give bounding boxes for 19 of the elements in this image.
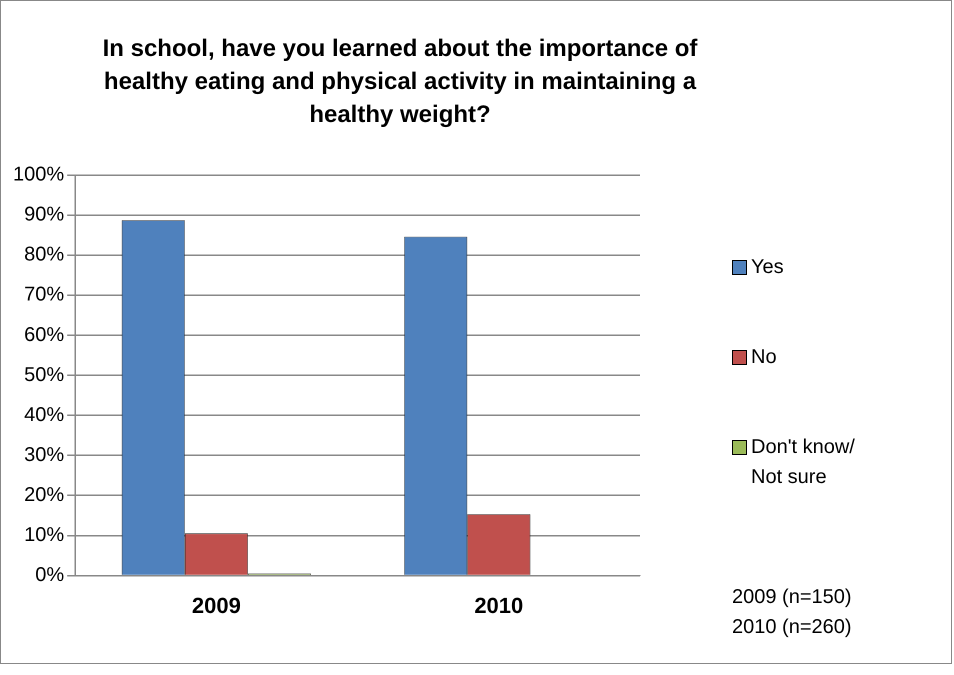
legend-label: No (751, 345, 778, 370)
x-tick-label: 2010 (474, 592, 524, 618)
y-tick-label: 10% (24, 524, 64, 546)
y-tick-label: 90% (24, 204, 64, 226)
text: 2010 (n=260) (732, 615, 852, 640)
y-tick-label: 30% (24, 444, 64, 466)
y-tick-label: 80% (24, 244, 64, 266)
y-tick-label: 50% (24, 364, 64, 386)
y-tick-label: 0% (35, 564, 64, 586)
chart-title: In school, have you learned about the importance of healthy eating and physical activity in maintaining a healthy weight? (102, 34, 698, 130)
y-tick-label: 40% (24, 404, 64, 426)
y-tick-label: 60% (24, 324, 64, 346)
legend-label: Yes (751, 255, 785, 280)
y-tick-label: 20% (24, 484, 64, 506)
y-tick-label: 70% (24, 284, 64, 306)
legend-label: Don't know/ Not sure (751, 435, 856, 490)
text: 2009 (n=150) (732, 585, 852, 610)
x-tick-label: 2009 (192, 592, 241, 618)
y-tick-label: 100% (12, 164, 64, 186)
